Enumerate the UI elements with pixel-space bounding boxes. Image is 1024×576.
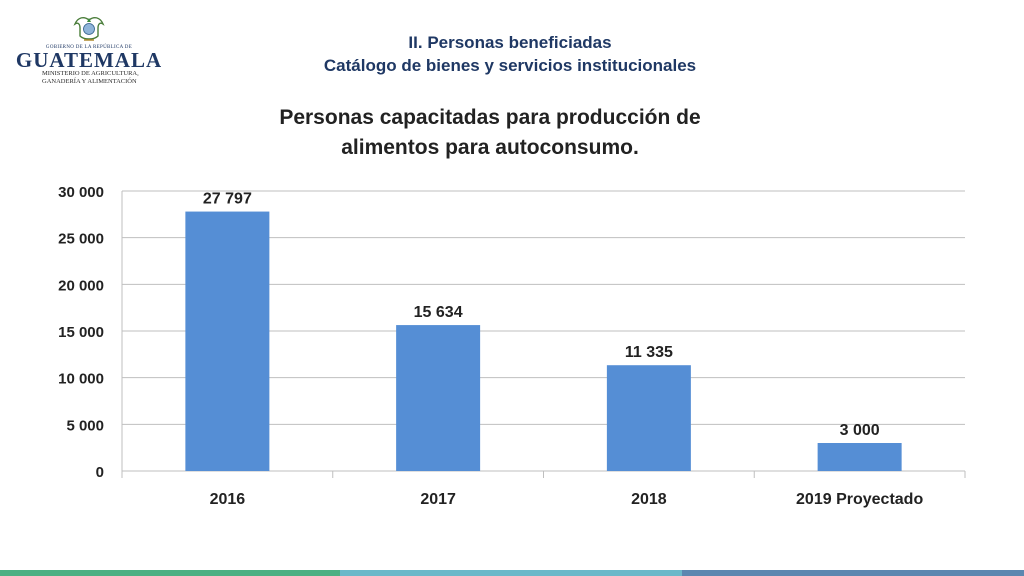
- y-tick-label: 0: [96, 464, 104, 481]
- stripe-segment-2: [340, 570, 682, 576]
- data-label: 15 634: [414, 304, 463, 321]
- data-label: 3 000: [840, 422, 880, 439]
- government-line: GOBIERNO DE LA REPÚBLICA DE: [45, 45, 133, 50]
- ministry-line-2: GANADERÍA Y ALIMENTACIÓN: [42, 78, 137, 85]
- page-header: II. Personas beneficiadas Catálogo de bi…: [220, 31, 800, 77]
- ministry-line-1: MINISTERIO DE AGRICULTURA,: [42, 70, 139, 77]
- stripe-segment-1: [0, 570, 340, 576]
- x-tick-label: 2017: [420, 491, 456, 508]
- chart-title-line-2: alimentos para autoconsumo.: [341, 136, 639, 159]
- x-tick-label: 2018: [631, 491, 667, 508]
- bar: [817, 443, 902, 471]
- data-label: 11 335: [625, 344, 673, 361]
- header-line-2: Catálogo de bienes y servicios instituci…: [323, 56, 697, 75]
- bar: [396, 325, 481, 471]
- y-tick-label: 5 000: [66, 417, 104, 434]
- ministry-logo: GOBIERNO DE LA REPÚBLICA DE GUATEMALA MI…: [14, 14, 164, 96]
- bar: [606, 365, 691, 471]
- x-tick-label: 2019 Proyectado: [796, 491, 923, 508]
- y-tick-label: 25 000: [58, 231, 104, 248]
- bar: [185, 211, 270, 471]
- chart-title-line-1: Personas capacitadas para producción de: [279, 106, 701, 129]
- header-line-1: II. Personas beneficiadas: [408, 33, 612, 52]
- chart-title: Personas capacitadas para producción de …: [230, 103, 750, 163]
- data-label: 27 797: [203, 191, 252, 208]
- country-name: GUATEMALA: [15, 48, 163, 72]
- bottom-stripe: [0, 570, 1024, 576]
- x-tick-label: 2016: [210, 491, 246, 508]
- coat-of-arms-icon: [73, 16, 105, 41]
- y-tick-label: 10 000: [58, 371, 104, 388]
- y-tick-label: 20 000: [58, 277, 104, 294]
- y-tick-label: 30 000: [58, 184, 104, 201]
- stripe-segment-3: [682, 570, 1024, 576]
- y-tick-label: 15 000: [58, 324, 104, 341]
